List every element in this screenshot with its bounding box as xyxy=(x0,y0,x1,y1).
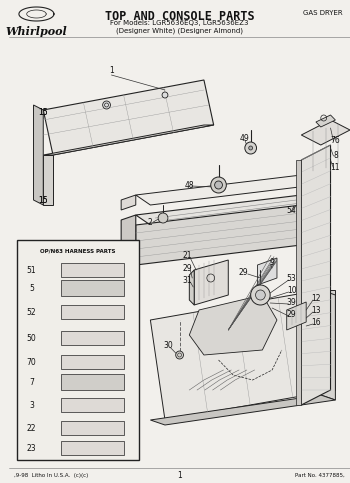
Text: 29: 29 xyxy=(183,264,192,272)
Text: 4: 4 xyxy=(83,306,88,314)
Text: 23: 23 xyxy=(27,443,36,453)
Polygon shape xyxy=(34,105,43,205)
Text: 16: 16 xyxy=(311,317,321,327)
Text: 31: 31 xyxy=(183,275,192,284)
Polygon shape xyxy=(321,290,335,390)
Text: 10: 10 xyxy=(287,285,296,295)
Polygon shape xyxy=(136,195,316,225)
Text: 54: 54 xyxy=(287,205,296,214)
FancyBboxPatch shape xyxy=(61,331,124,345)
Text: 9: 9 xyxy=(270,257,274,267)
Text: 5: 5 xyxy=(29,284,34,293)
Polygon shape xyxy=(150,395,335,425)
Polygon shape xyxy=(150,290,335,420)
Polygon shape xyxy=(296,160,301,405)
FancyBboxPatch shape xyxy=(17,240,139,460)
Text: Whirlpool: Whirlpool xyxy=(6,26,67,37)
Text: 14: 14 xyxy=(116,266,126,274)
Circle shape xyxy=(256,290,265,300)
FancyBboxPatch shape xyxy=(61,398,124,412)
Polygon shape xyxy=(301,120,350,145)
Text: 8: 8 xyxy=(333,151,338,159)
Polygon shape xyxy=(189,295,277,355)
Circle shape xyxy=(103,101,111,109)
Polygon shape xyxy=(136,205,301,265)
Polygon shape xyxy=(321,290,335,400)
Circle shape xyxy=(249,146,253,150)
Text: 49: 49 xyxy=(240,133,250,142)
FancyBboxPatch shape xyxy=(61,263,124,277)
Polygon shape xyxy=(258,258,277,285)
Polygon shape xyxy=(316,115,335,127)
FancyBboxPatch shape xyxy=(61,421,124,435)
Polygon shape xyxy=(43,155,53,205)
Text: 2: 2 xyxy=(148,217,153,227)
Polygon shape xyxy=(194,260,228,305)
Text: 50: 50 xyxy=(27,333,36,342)
Text: 11: 11 xyxy=(331,162,340,171)
Circle shape xyxy=(176,351,183,359)
Text: 22: 22 xyxy=(27,424,36,432)
Text: 3: 3 xyxy=(29,400,34,410)
Circle shape xyxy=(102,273,107,279)
Polygon shape xyxy=(43,125,214,155)
Circle shape xyxy=(211,177,226,193)
Polygon shape xyxy=(287,302,306,330)
Text: OP/N63 HARNESS PARTS: OP/N63 HARNESS PARTS xyxy=(40,248,116,253)
Text: 39: 39 xyxy=(287,298,296,307)
Text: 15: 15 xyxy=(38,108,48,116)
Polygon shape xyxy=(189,270,194,305)
Text: TOP AND CONSOLE PARTS: TOP AND CONSOLE PARTS xyxy=(105,10,254,23)
Circle shape xyxy=(215,181,223,189)
Text: 7: 7 xyxy=(29,378,34,386)
Polygon shape xyxy=(121,215,136,270)
Circle shape xyxy=(158,213,168,223)
Polygon shape xyxy=(301,185,316,245)
FancyBboxPatch shape xyxy=(61,374,124,390)
Text: 21: 21 xyxy=(183,251,192,259)
Text: 52: 52 xyxy=(27,308,36,316)
FancyBboxPatch shape xyxy=(61,441,124,455)
Text: 12: 12 xyxy=(311,294,321,302)
Text: 30: 30 xyxy=(163,341,173,350)
Text: 1: 1 xyxy=(177,470,182,480)
Text: ,9-98  Litho In U.S.A.  (c)(c): ,9-98 Litho In U.S.A. (c)(c) xyxy=(14,472,88,478)
Text: 76: 76 xyxy=(330,136,340,144)
Text: 15: 15 xyxy=(38,196,48,204)
Polygon shape xyxy=(301,145,330,405)
Circle shape xyxy=(88,288,96,296)
FancyBboxPatch shape xyxy=(61,355,124,369)
Text: 51: 51 xyxy=(27,266,36,274)
Text: 15: 15 xyxy=(38,196,48,204)
Circle shape xyxy=(251,285,270,305)
Text: 53: 53 xyxy=(287,273,296,283)
Text: 1: 1 xyxy=(109,66,114,74)
Circle shape xyxy=(99,287,105,293)
Text: 15: 15 xyxy=(38,108,48,116)
Text: For Models: LGR5636EQ3, LGR5636EZ3: For Models: LGR5636EQ3, LGR5636EZ3 xyxy=(110,20,249,26)
Text: 70: 70 xyxy=(27,357,36,367)
Text: GAS DRYER: GAS DRYER xyxy=(303,10,342,16)
Text: (Designer White) (Designer Almond): (Designer White) (Designer Almond) xyxy=(116,27,243,33)
Text: 48: 48 xyxy=(184,181,194,189)
Polygon shape xyxy=(121,195,136,210)
Text: Part No. 4377885,: Part No. 4377885, xyxy=(295,472,345,478)
FancyBboxPatch shape xyxy=(61,280,124,296)
Text: 29: 29 xyxy=(287,310,296,318)
Circle shape xyxy=(162,92,168,98)
Text: 13: 13 xyxy=(311,306,321,314)
FancyBboxPatch shape xyxy=(61,305,124,319)
Circle shape xyxy=(245,142,257,154)
Text: 29: 29 xyxy=(238,268,248,276)
Polygon shape xyxy=(43,80,214,155)
Polygon shape xyxy=(136,175,316,205)
